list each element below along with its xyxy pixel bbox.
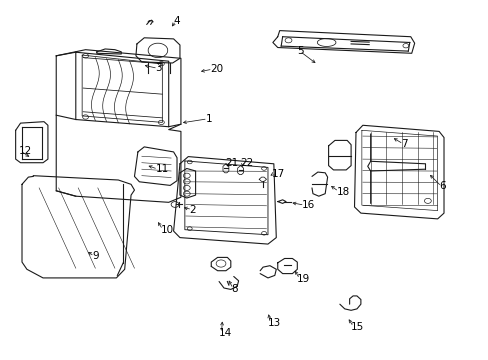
Text: 2: 2 bbox=[189, 204, 196, 215]
Text: 4: 4 bbox=[173, 16, 180, 26]
Text: 3: 3 bbox=[155, 63, 162, 73]
Text: 5: 5 bbox=[297, 46, 304, 56]
Text: 16: 16 bbox=[302, 200, 315, 210]
Text: 10: 10 bbox=[160, 225, 173, 235]
Text: 12: 12 bbox=[19, 146, 32, 156]
Text: 9: 9 bbox=[92, 251, 99, 261]
Text: 18: 18 bbox=[336, 186, 349, 197]
Text: 22: 22 bbox=[240, 158, 253, 168]
Text: 17: 17 bbox=[271, 168, 284, 179]
Text: 20: 20 bbox=[210, 64, 223, 74]
Text: 8: 8 bbox=[230, 284, 237, 294]
Text: 1: 1 bbox=[205, 114, 212, 124]
Text: 7: 7 bbox=[400, 139, 407, 149]
Text: 6: 6 bbox=[438, 181, 445, 192]
Text: 19: 19 bbox=[297, 274, 310, 284]
Text: 13: 13 bbox=[267, 318, 281, 328]
Text: 21: 21 bbox=[224, 158, 238, 168]
Text: 11: 11 bbox=[155, 164, 168, 174]
Text: 15: 15 bbox=[350, 322, 364, 332]
Text: 14: 14 bbox=[219, 328, 232, 338]
